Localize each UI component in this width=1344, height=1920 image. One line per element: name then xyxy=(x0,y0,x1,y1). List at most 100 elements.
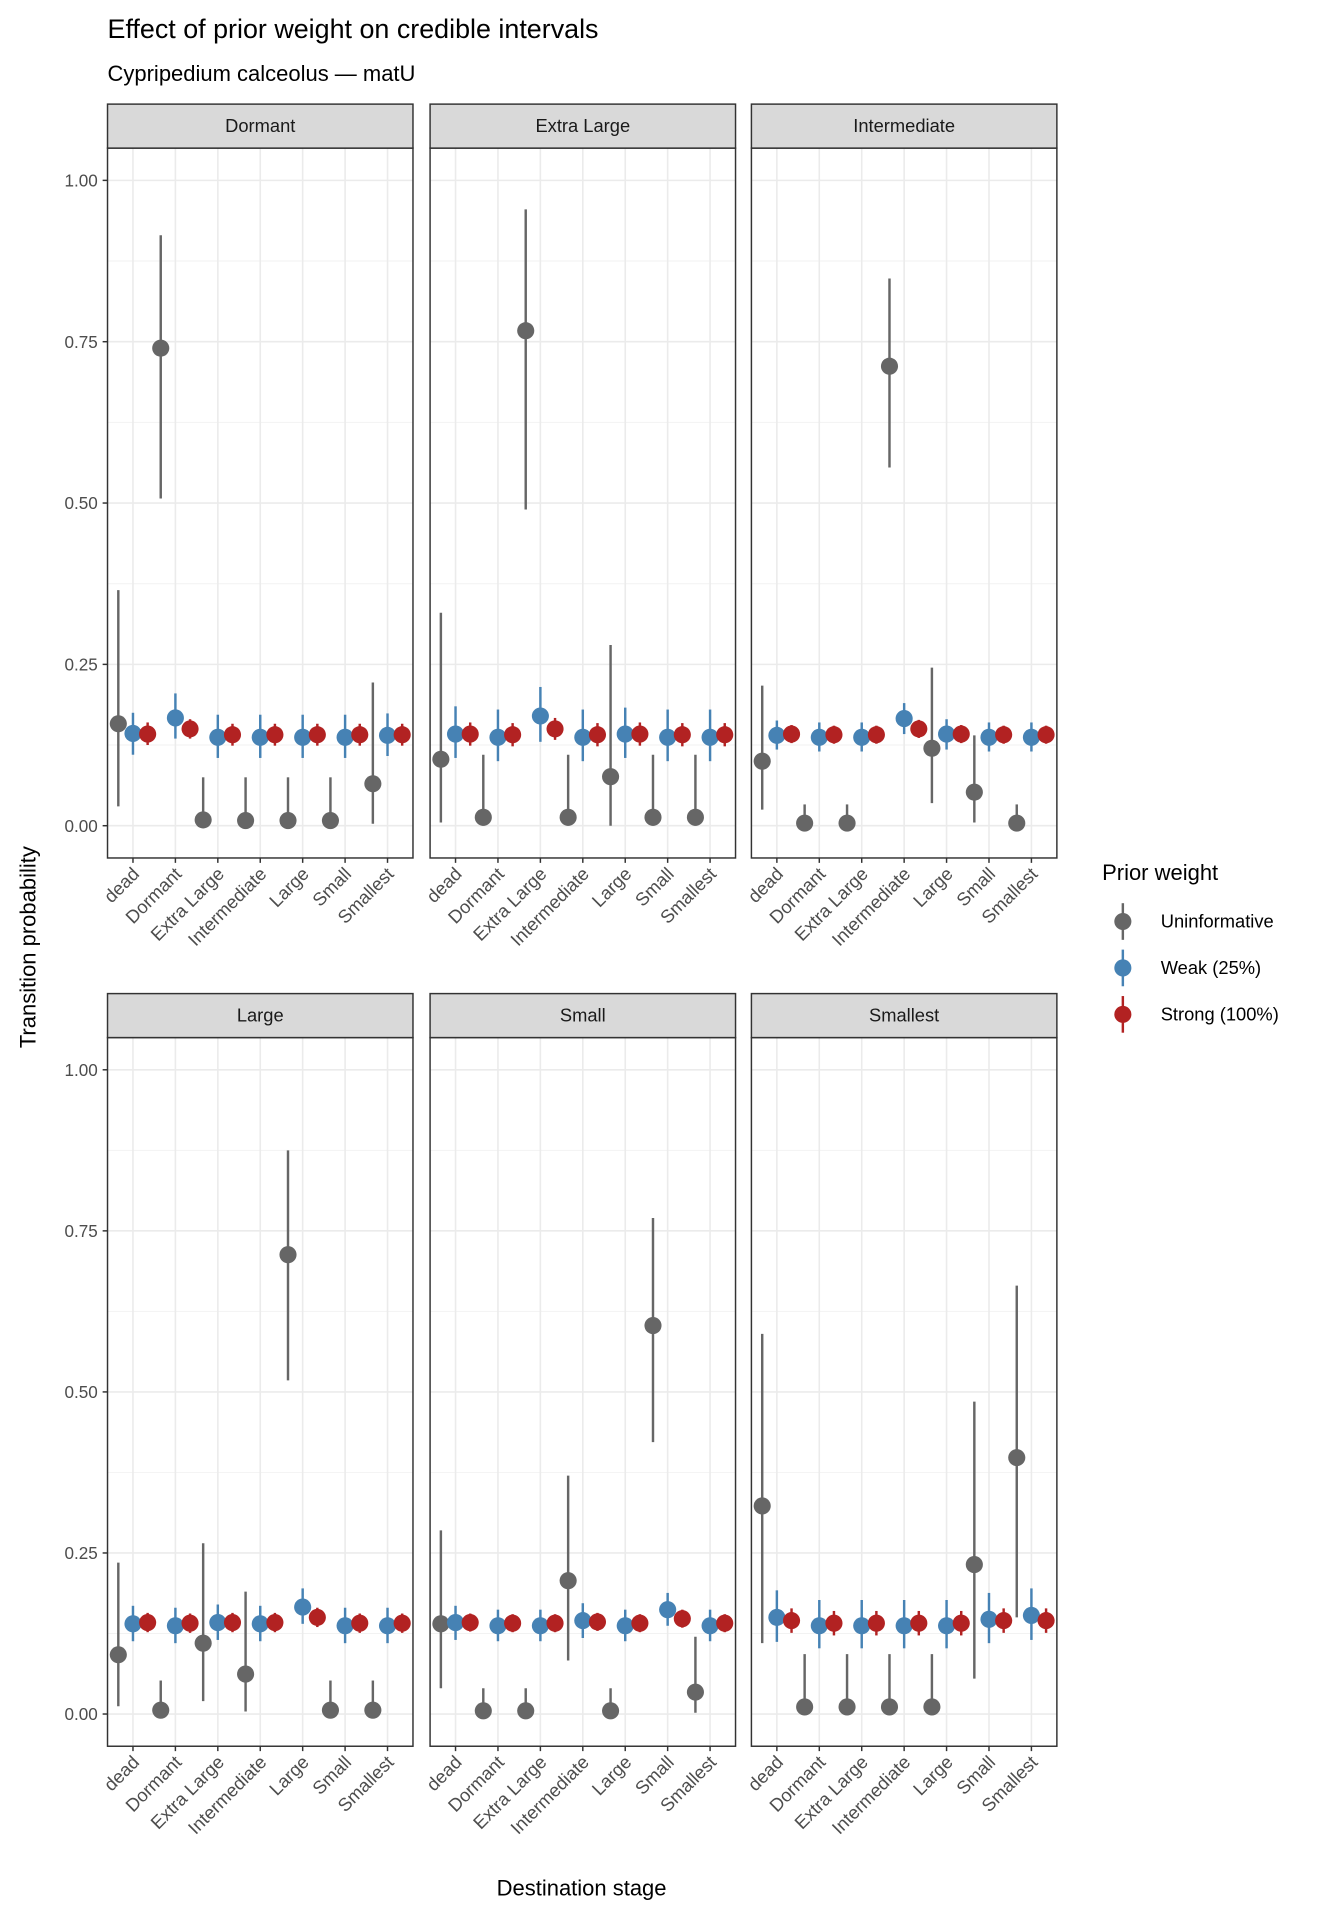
point-large xyxy=(294,728,312,746)
point-intermediate xyxy=(574,1612,592,1630)
facet-strip xyxy=(750,992,1058,1039)
point-intermediate xyxy=(880,1698,899,1716)
point-dormant xyxy=(166,709,184,727)
point-intermediate xyxy=(895,1617,913,1635)
point-intermediate xyxy=(910,1614,928,1632)
point-extra-large xyxy=(867,1614,885,1632)
point-large xyxy=(923,739,941,757)
point-smallest xyxy=(701,1617,719,1635)
point-large xyxy=(294,1598,312,1616)
point-dormant xyxy=(810,1617,828,1635)
legend-label: Weak (25%) xyxy=(1161,957,1261,978)
point-smallest xyxy=(378,1617,397,1635)
facet-strip-label: Extra Large xyxy=(535,115,630,136)
point-extra-large xyxy=(517,1702,535,1720)
point-small xyxy=(351,1614,369,1632)
point-dormant xyxy=(825,726,843,744)
point-small xyxy=(965,783,983,801)
point-small xyxy=(673,1610,691,1628)
point-dead xyxy=(461,1613,479,1632)
y-tick-label: 0.00 xyxy=(64,1705,97,1724)
point-dormant xyxy=(166,1617,184,1635)
facet-strip xyxy=(750,103,1058,149)
point-extra-large xyxy=(853,728,871,746)
x-tick-label: Large xyxy=(909,1751,957,1799)
point-intermediate xyxy=(574,728,592,746)
point-smallest xyxy=(393,1614,411,1632)
point-extra-large xyxy=(209,728,227,746)
point-dormant xyxy=(796,1698,814,1716)
point-smallest xyxy=(1037,726,1055,744)
point-intermediate xyxy=(588,726,607,744)
point-dormant xyxy=(504,1614,522,1632)
point-dormant xyxy=(489,728,507,746)
point-dead xyxy=(768,726,786,744)
point-extra-large xyxy=(838,1698,856,1716)
facet-strip-label: Large xyxy=(237,1005,284,1026)
point-small xyxy=(980,1610,998,1628)
point-intermediate xyxy=(895,710,913,728)
legend-label: Uninformative xyxy=(1161,911,1274,932)
point-large xyxy=(279,811,297,830)
y-tick-label: 0.75 xyxy=(64,1222,97,1241)
point-small xyxy=(321,811,339,830)
point-extra-large xyxy=(531,1617,549,1635)
panel-dormant: Dormant0.000.250.500.751.00deadDormantEx… xyxy=(64,103,414,950)
point-extra-large xyxy=(194,811,212,829)
point-dormant xyxy=(152,1701,170,1719)
point-large xyxy=(952,1614,970,1632)
legend: Prior weight Uninformative Weak (25%) Stro… xyxy=(1102,860,1279,1033)
facet-strip xyxy=(429,103,737,149)
point-dormant xyxy=(181,1614,199,1632)
point-extra-large xyxy=(223,1613,242,1632)
point-small xyxy=(351,726,369,744)
point-small xyxy=(644,808,662,826)
point-large xyxy=(279,1246,297,1264)
y-tick-label: 0.50 xyxy=(64,1383,97,1402)
point-smallest xyxy=(1022,728,1040,746)
point-extra-large xyxy=(194,1634,212,1652)
point-dead xyxy=(109,1646,127,1664)
point-dormant xyxy=(504,726,522,744)
legend-key-point xyxy=(1114,1005,1132,1023)
point-small xyxy=(980,728,998,746)
facet-strip-label: Smallest xyxy=(869,1005,939,1026)
y-axis-label: Transition probability xyxy=(15,846,40,1048)
facet-strip xyxy=(106,992,414,1039)
point-large xyxy=(602,1702,620,1720)
point-dead xyxy=(139,725,157,743)
point-small xyxy=(965,1556,983,1574)
point-dormant xyxy=(810,728,828,746)
point-dead xyxy=(446,1613,465,1632)
point-dead xyxy=(432,750,450,768)
facet-strip xyxy=(106,103,414,149)
point-extra-large xyxy=(867,726,885,744)
point-dead xyxy=(753,1497,771,1515)
point-large xyxy=(952,725,970,743)
x-tick-label: Large xyxy=(909,863,957,911)
y-tick-label: 0.75 xyxy=(64,333,97,352)
point-small xyxy=(995,726,1013,744)
point-small xyxy=(644,1317,662,1335)
y-tick-label: 0.50 xyxy=(64,494,97,513)
legend-key-point xyxy=(1114,959,1132,977)
point-large xyxy=(631,1614,649,1632)
point-smallest xyxy=(364,1701,382,1719)
x-tick-label: Large xyxy=(587,863,635,911)
x-axis-label: Destination stage xyxy=(497,1875,667,1900)
point-extra-large xyxy=(223,726,242,744)
point-extra-large xyxy=(546,720,564,738)
point-dormant xyxy=(474,808,492,826)
point-intermediate xyxy=(251,728,269,746)
point-extra-large xyxy=(853,1617,871,1635)
point-dead xyxy=(461,725,479,743)
point-dead xyxy=(446,725,465,743)
point-small xyxy=(336,728,354,746)
point-large xyxy=(616,725,634,743)
point-dead xyxy=(782,1612,801,1630)
facet-strip xyxy=(429,992,737,1039)
legend-title: Prior weight xyxy=(1102,860,1218,885)
